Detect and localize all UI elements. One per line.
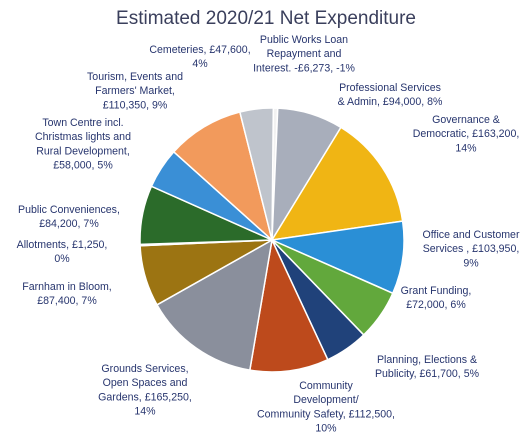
slice-label-line: Community Safety, £112,500, [257, 408, 395, 420]
slice-label-line: Public Works Loan [260, 34, 348, 46]
slice-label-line: Gardens, £165,250, [98, 391, 192, 403]
slice-label-line: Grant Funding, [401, 285, 472, 297]
slice-label: Office and Customer Services , £103,950, 9… [423, 229, 520, 269]
slice-label: Tourism, Events and Farmers' Market, £110,… [87, 71, 183, 111]
slice-label-line: Planning, Elections & [377, 354, 477, 366]
slice-label-line: Interest. -£6,273, -1% [253, 62, 355, 74]
slice-label-line: Development/ [293, 394, 358, 406]
slice-label: Public Conveniences, £84,200, 7% [18, 204, 120, 230]
slice-label: Community Development/Community Safety, £… [257, 380, 395, 435]
slice-label-line: 10% [315, 423, 337, 435]
slice-label-line: Christmas lights and [35, 131, 131, 143]
slice-label-line: 14% [134, 406, 156, 418]
slice-label-line: 0% [54, 253, 70, 265]
slice-label-line: Cemeteries, £47,600, [149, 44, 250, 56]
slice-label: Cemeteries, £47,600, 4% [149, 44, 250, 70]
slice-label-line: Repayment and [267, 48, 342, 60]
slice-label-line: Farmers' Market, [95, 85, 175, 97]
slice-label-line: Democratic, £163,200, [413, 128, 520, 140]
slice-label-line: Governance & [432, 114, 500, 126]
slice-label-line: Public Conveniences, [18, 204, 120, 216]
slice-label-line: Rural Development, [36, 145, 130, 157]
slice-label-line: £84,200, 7% [39, 218, 99, 230]
slice-label: Planning, Elections & Publicity, £61,700,… [375, 354, 480, 380]
slice-label-line: Publicity, £61,700, 5% [375, 368, 480, 380]
slice-label-line: 4% [192, 58, 208, 70]
slice-label-line: Open Spaces and [103, 377, 188, 389]
slice-label: Public Works Loan Repayment and Interest. … [253, 34, 355, 74]
slice-label-line: 9% [463, 257, 479, 269]
slice-label-line: Town Centre incl. [42, 117, 123, 129]
slice-label-line: Services , £103,950, [423, 243, 520, 255]
pie-slice [155, 238, 274, 371]
slice-label: Allotments, £1,250, 0% [17, 239, 108, 265]
slice-label: Grant Funding, £72,000, 6% [401, 285, 472, 311]
slice-label-line: Farnham in Bloom, [22, 281, 112, 293]
slice-label-line: Professional Services [339, 82, 441, 94]
slice-label-line: Grounds Services, [101, 363, 188, 375]
pie-slice [248, 237, 329, 373]
slice-label: Professional Services & Admin, £94,000, 8… [338, 82, 443, 108]
slice-label: Grounds Services, Open Spaces and Gardens,… [98, 363, 192, 418]
slice-label-line: Office and Customer [423, 229, 520, 241]
pie-slice [270, 126, 404, 241]
slice-label-line: £87,400, 7% [37, 295, 97, 307]
slice-label: Governance & Democratic, £163,200, 14% [413, 114, 520, 154]
slice-label-line: £58,000, 5% [53, 160, 113, 172]
slice-label-line: Tourism, Events and [87, 71, 183, 83]
chart-title: Estimated 2020/21 Net Expenditure [116, 8, 416, 29]
slice-label: Farnham in Bloom, £87,400, 7% [22, 281, 112, 307]
slice-label-line: 14% [455, 142, 477, 154]
pie-slice [238, 107, 275, 241]
slice-label-line: Allotments, £1,250, [17, 239, 108, 251]
slice-label: Town Centre incl. Christmas lights and Rur… [35, 117, 131, 172]
slice-label-line: £110,350, 9% [103, 99, 168, 111]
slice-label-line: & Admin, £94,000, 8% [338, 96, 443, 108]
slice-label-line: Community [299, 380, 353, 392]
slice-label-line: £72,000, 6% [406, 299, 466, 311]
